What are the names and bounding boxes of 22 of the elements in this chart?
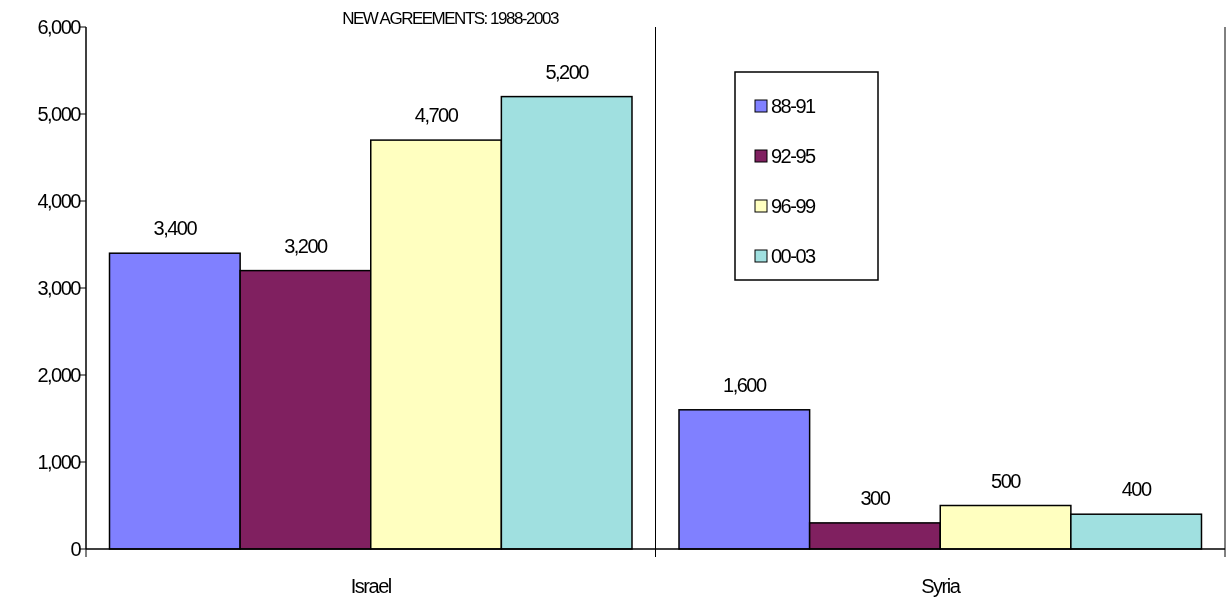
x-tick-label: Israel: [350, 575, 392, 597]
data-label: 3,400: [153, 217, 198, 240]
y-tick-label: 4,000: [37, 190, 82, 212]
y-tick-label: 0: [70, 538, 82, 560]
legend-label: 92-95: [771, 145, 817, 167]
chart-title: NEW AGREEMENTS: 1988-2003: [342, 9, 559, 28]
y-tick-label: 1,000: [37, 451, 82, 473]
data-label: 1,600: [723, 373, 767, 396]
x-tick-label: Syria: [921, 575, 962, 597]
data-label: 500: [991, 469, 1022, 492]
data-label: 3,200: [284, 234, 329, 257]
legend-label: 88-91: [771, 95, 817, 117]
data-label: 300: [860, 486, 891, 509]
data-label: 4,700: [414, 104, 459, 127]
y-tick-label: 3,000: [37, 277, 82, 299]
y-tick-label: 5,000: [37, 103, 82, 125]
data-label: 400: [1121, 478, 1152, 501]
data-label: 5,200: [545, 60, 590, 83]
y-tick-label: 6,000: [37, 16, 82, 38]
legend-label: 00-03: [771, 245, 817, 267]
y-tick-label: 2,000: [37, 364, 82, 386]
legend-label: 96-99: [771, 195, 817, 217]
